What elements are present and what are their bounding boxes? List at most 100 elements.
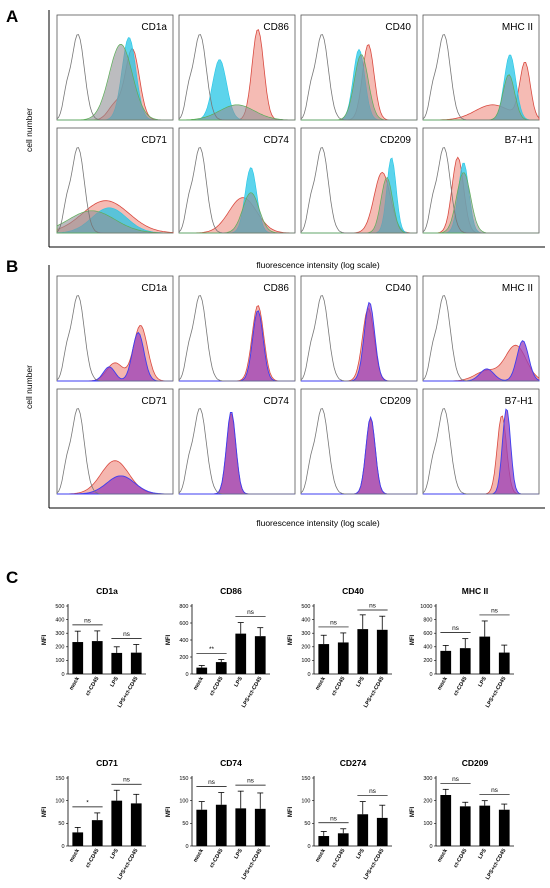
bar (72, 642, 84, 674)
significance-label: ns (123, 777, 131, 784)
y-tick-label: 50 (304, 821, 310, 827)
category-label: LPS (109, 676, 120, 689)
bar (91, 820, 103, 846)
histogram-frame (178, 275, 296, 382)
y-tick-label: 100 (55, 658, 64, 664)
category-label: LPS+ct-CD45 (117, 848, 140, 881)
category-label: ct-CD45 (209, 848, 225, 869)
histogram-label: CD209 (380, 396, 412, 407)
histogram-frame (178, 14, 296, 121)
bar (337, 642, 349, 674)
bar (215, 662, 227, 674)
panel-b-letter: B (6, 257, 18, 276)
y-tick-label: 200 (423, 658, 432, 664)
bar (196, 809, 208, 846)
significance-label: * (86, 799, 89, 806)
bar (111, 800, 123, 846)
y-tick-label: 150 (179, 776, 188, 782)
histogram-curve-purple (57, 475, 173, 495)
category-label: LPS (355, 676, 366, 689)
bar (130, 652, 142, 674)
histogram-cd209: CD209 (300, 127, 418, 234)
y-tick-label: 200 (301, 645, 310, 651)
panel-a-xlabel: fluorescence intensity (log scale) (256, 260, 379, 270)
histogram-label: CD86 (263, 283, 289, 294)
bar-chart-cd71: CD71 0 50 100 150 MFI mock ct-CD45 LPSLPS+ct-CD4… (42, 758, 146, 881)
bar (196, 667, 208, 674)
y-tick-label: 0 (429, 672, 432, 678)
category-label: LPS (233, 848, 244, 861)
bar-chart-ylabel: MFI (288, 635, 294, 646)
bar (440, 795, 452, 846)
y-tick-label: 800 (423, 617, 432, 623)
histogram-isotype-line (178, 147, 295, 234)
category-label: LPS (233, 676, 244, 689)
significance-label: ns (369, 788, 377, 795)
category-label: ct-CD45 (85, 848, 101, 869)
bar (498, 652, 510, 674)
y-tick-label: 200 (179, 655, 188, 661)
bar-chart-title: CD71 (96, 758, 118, 768)
bar-chart-cd274: CD274 0 50 100 150 MFI mock ct-CD45 LPSLPS+ct-CD… (288, 758, 392, 881)
bar (459, 806, 471, 846)
category-label: LPS+ct-CD45 (241, 676, 264, 709)
category-label: LPS+ct-CD45 (363, 676, 386, 709)
panel-b-histograms: CD1a CD86 CD40 MHC II CD71 CD74 CD209 B7-H1 (56, 275, 540, 495)
y-tick-label: 0 (429, 844, 432, 850)
bar (459, 648, 471, 674)
histogram-cd1a: CD1a (56, 14, 174, 121)
histogram-isotype-line (300, 408, 417, 495)
bar-chart-title: CD274 (340, 758, 367, 768)
category-label: mock (437, 675, 450, 691)
category-label: LPS+ct-CD45 (363, 848, 386, 881)
histogram-frame (300, 388, 418, 495)
bar (254, 636, 266, 674)
panel-b-xlabel: fluorescence intensity (log scale) (256, 518, 379, 528)
bar (235, 633, 247, 674)
significance-label: ns (369, 603, 377, 610)
histogram-curve-grey (56, 210, 174, 234)
histogram-isotype-line (56, 295, 173, 382)
histogram-isotype-line (56, 408, 173, 495)
histogram-label: MHC II (502, 22, 533, 33)
category-label: LPS (477, 848, 488, 861)
bar-chart-ylabel: MFI (288, 807, 294, 818)
category-label: ct-CD45 (331, 676, 347, 697)
histogram-isotype-line (422, 295, 539, 382)
histogram-cd209: CD209 (300, 388, 418, 495)
bar (440, 650, 452, 674)
significance-label: ns (452, 625, 460, 632)
y-tick-label: 600 (179, 621, 188, 627)
bar (479, 636, 491, 674)
histogram-mhc-ii: MHC II (422, 275, 540, 382)
bar-chart-title: CD40 (342, 586, 364, 596)
histogram-label: CD74 (263, 135, 289, 146)
y-tick-label: 150 (301, 776, 310, 782)
histogram-frame (422, 388, 540, 495)
y-tick-label: 300 (423, 776, 432, 782)
bar-chart-ylabel: MFI (166, 807, 172, 818)
bar-chart-cd209: CD209 0 100 200 300 MFI mock ct-CD45 LPSLPS+ct-C… (410, 758, 514, 881)
histogram-isotype-line (178, 34, 295, 121)
panel-b-ylabel: cell number (24, 365, 34, 409)
bar-chart-title: CD1a (96, 586, 118, 596)
histogram-cd86: CD86 (178, 275, 296, 382)
bar-chart-cd74: CD74 0 50 100 150 MFI mock ct-CD45 LPSLPS+ct-CD4… (166, 758, 270, 881)
category-label: LPS (477, 676, 488, 689)
y-tick-label: 0 (61, 844, 64, 850)
bar-chart-cd40: CD40 0 100 200 300 400 500 MFI mock ct-CD45 LPSLPS… (288, 586, 392, 709)
histogram-label: B7-H1 (505, 396, 534, 407)
bar-chart-title: MHC II (462, 586, 488, 596)
histogram-label: CD71 (141, 135, 167, 146)
y-tick-label: 50 (58, 821, 64, 827)
y-tick-label: 0 (185, 672, 188, 678)
histogram-label: CD74 (263, 396, 289, 407)
histogram-isotype-line (178, 408, 295, 495)
category-label: mock (315, 847, 328, 863)
histogram-mhc-ii: MHC II (422, 14, 540, 121)
y-tick-label: 500 (301, 604, 310, 610)
bar (235, 808, 247, 846)
histogram-label: MHC II (502, 283, 533, 294)
bar (357, 814, 369, 846)
